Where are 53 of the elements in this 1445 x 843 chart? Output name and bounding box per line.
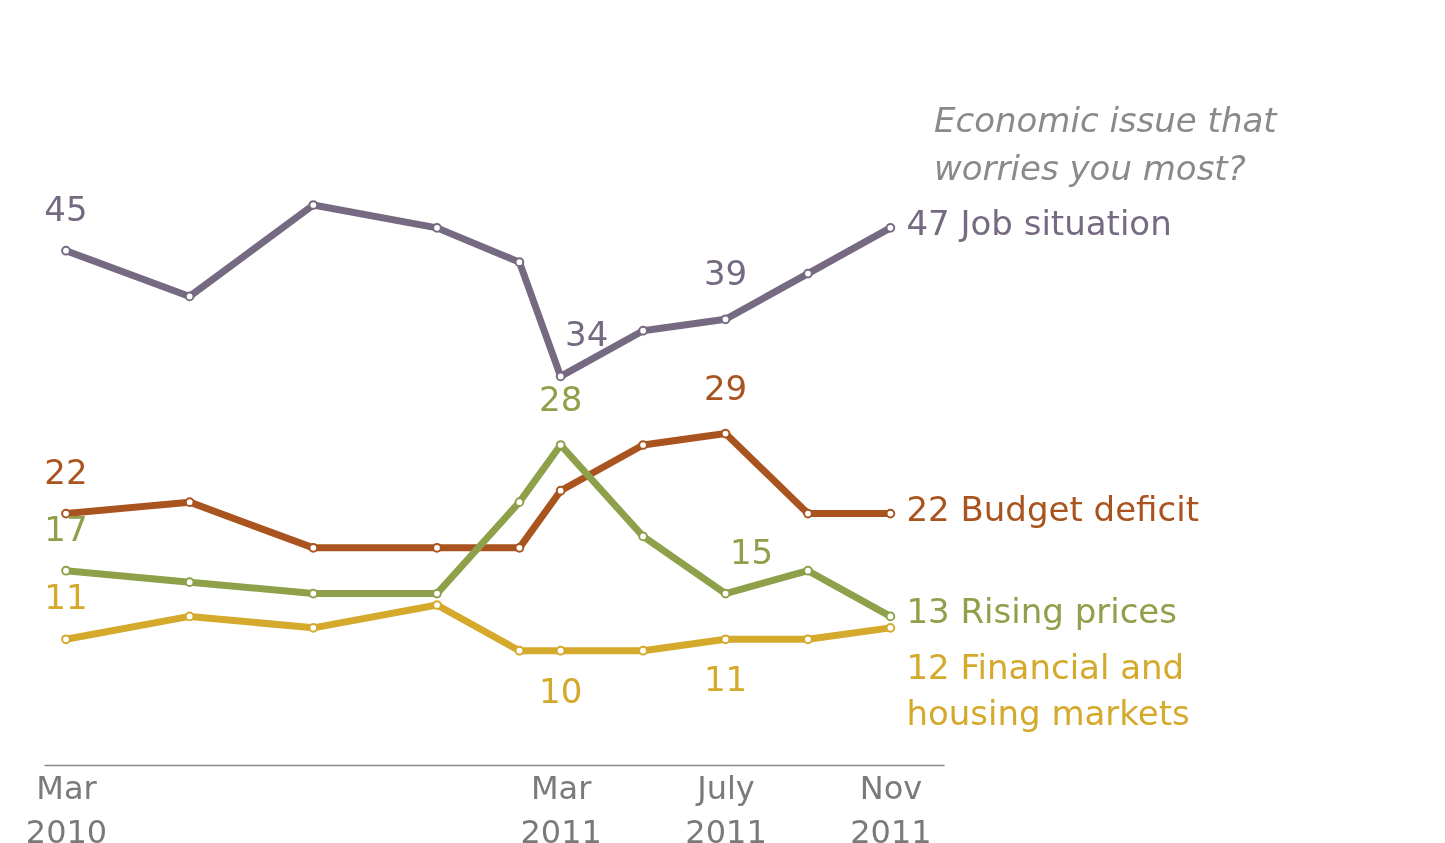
point — [308, 622, 319, 633]
data-label: 11 — [703, 659, 748, 700]
point — [432, 600, 442, 610]
x-tick-label: Mar 2011 — [520, 768, 602, 843]
data-label: 10 — [539, 670, 583, 711]
data-label: 15 — [729, 531, 774, 572]
data-label: 11 — [44, 577, 88, 618]
point — [803, 508, 813, 519]
data-label: 45 — [44, 188, 88, 229]
data-label: 17 — [44, 508, 88, 549]
point — [803, 565, 813, 576]
point — [514, 497, 525, 508]
point — [885, 222, 896, 233]
x-tick-label: Nov 2011 — [850, 768, 932, 843]
point — [638, 325, 648, 336]
point — [720, 428, 731, 439]
data-label: 22 — [44, 451, 88, 492]
text: Economic issue that worries you most? — [934, 100, 1279, 188]
data-label: 39 — [703, 253, 748, 294]
point — [803, 268, 813, 279]
data-label: 28 — [539, 379, 583, 419]
point — [885, 611, 896, 622]
text: 47 Job situation — [906, 202, 1172, 243]
point — [61, 634, 71, 645]
point — [720, 634, 731, 645]
text: housing markets — [906, 693, 1190, 734]
text: 13 Rising prices — [906, 591, 1177, 632]
point — [432, 222, 442, 233]
point — [720, 588, 731, 599]
data-label: 34 — [565, 314, 609, 355]
point — [638, 645, 648, 656]
point — [514, 542, 525, 553]
data-label: 29 — [703, 367, 748, 408]
point — [184, 611, 195, 622]
point — [514, 645, 525, 656]
point — [184, 497, 195, 508]
point — [61, 245, 71, 256]
point — [308, 200, 319, 210]
point — [638, 531, 648, 542]
x-tick-label: Mar 2010 — [25, 768, 108, 843]
point — [803, 634, 813, 645]
text: 12 Financial and — [906, 647, 1185, 688]
point — [638, 440, 648, 450]
point — [885, 622, 896, 633]
point — [720, 314, 731, 325]
point — [514, 257, 525, 268]
point — [61, 565, 71, 576]
point — [432, 588, 442, 599]
point — [184, 291, 195, 302]
text: 22 Budget deficit — [906, 488, 1199, 529]
point — [555, 485, 566, 496]
point — [432, 542, 442, 553]
x-tick-label: July 2011 — [685, 768, 767, 843]
